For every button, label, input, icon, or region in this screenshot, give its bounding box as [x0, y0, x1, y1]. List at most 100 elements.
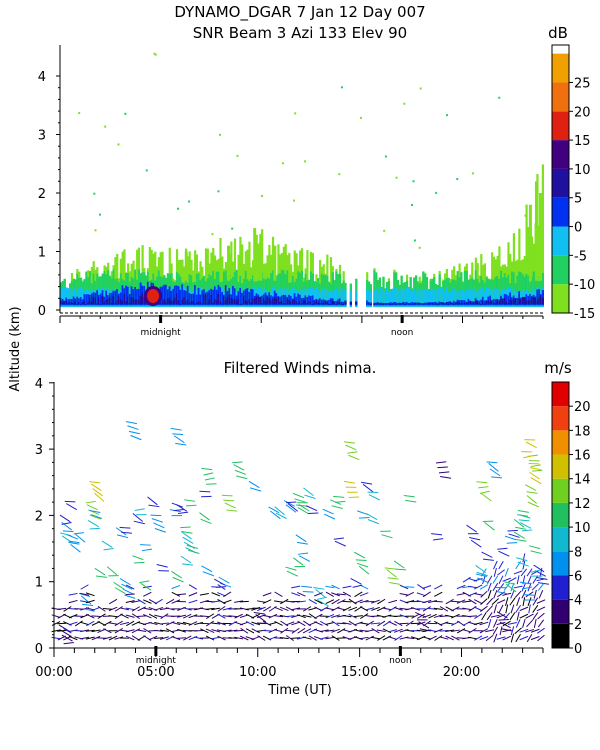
echo-cell [92, 296, 95, 305]
wind-barb [173, 435, 185, 444]
echo-cell [367, 302, 371, 305]
wind-barb [275, 512, 287, 520]
wind-barb [125, 421, 137, 425]
echo-cell [166, 298, 170, 305]
echo-cell [467, 288, 470, 308]
wind-barb-low [371, 599, 380, 604]
wind-barb [523, 455, 534, 459]
wind-barb-low [348, 613, 357, 619]
echo-cell [541, 298, 544, 305]
wind-colorbar-label: 2 [574, 618, 582, 633]
wind-barb-low [314, 592, 323, 597]
echo-cell [536, 289, 539, 306]
echo-cell [237, 298, 240, 305]
echo-cell [384, 291, 387, 308]
wind-barb [294, 498, 306, 503]
wind-barb [130, 434, 142, 441]
echo-cell [184, 290, 188, 306]
echo-cell [81, 302, 84, 305]
wind-barb [94, 492, 105, 502]
echo-cell [463, 302, 467, 305]
echo-cell [306, 297, 309, 306]
wind-barb-low [285, 621, 295, 626]
wind-barb-low [416, 592, 426, 597]
wind-barb-low [422, 636, 432, 640]
wind-barb-low [537, 634, 545, 642]
wind-barb [87, 520, 99, 528]
wind-barb-low [496, 636, 506, 640]
echo-cell [512, 298, 516, 305]
wind-barb-low [428, 635, 437, 641]
wind-barb-low [515, 619, 521, 628]
wind-barb-low [257, 635, 266, 641]
wind-colorbar-label: 6 [574, 569, 582, 584]
wind-barb-low [531, 583, 539, 591]
wind-barb-low [533, 618, 537, 628]
echo-cell [527, 275, 530, 308]
echo-cell [373, 303, 376, 305]
wind-barb [532, 469, 543, 472]
echo-cell [308, 295, 311, 306]
wind-barb-low [102, 608, 112, 610]
echo-cell [512, 233, 516, 308]
echo-tower [538, 193, 542, 281]
wind-barb-low [359, 599, 369, 604]
wind-barb-low [257, 606, 266, 612]
wind-barb [134, 508, 145, 512]
echo-cell [179, 289, 182, 306]
echo-cell [453, 303, 456, 305]
wind-barb-low [468, 598, 477, 605]
wind-barb-low [314, 613, 323, 619]
wind-barb-low [188, 592, 198, 597]
wind-barb-low [371, 627, 380, 634]
wind-barb [204, 477, 215, 481]
echo-cell [74, 301, 77, 305]
wind-barb-low [439, 636, 449, 640]
wind-barb [119, 578, 131, 586]
wind-barb-low [308, 598, 317, 605]
wind-barb [348, 496, 360, 499]
echo-cell [433, 303, 436, 305]
echo-cell [308, 301, 311, 305]
wind-barb-low [422, 591, 431, 598]
wind-barb-low [514, 627, 522, 635]
echo-cell [197, 301, 200, 305]
wind-barb-low [497, 583, 505, 591]
echo-cell [304, 300, 307, 305]
echo-cell [376, 302, 380, 305]
wind-barb [115, 527, 127, 536]
wind-barb-low [268, 636, 278, 641]
echo-cell [436, 302, 439, 306]
wind-barb [301, 585, 313, 588]
wind-barb-low [480, 605, 488, 612]
wind-barb [317, 599, 329, 607]
wind-barb [497, 547, 508, 550]
wind-barb [322, 508, 334, 515]
wind-barb [283, 500, 296, 507]
echo-cell [525, 294, 528, 306]
wind-barb-low [514, 590, 522, 598]
wind-barb-low [456, 592, 466, 596]
wind-barb-low [519, 635, 529, 641]
echo-cell [241, 303, 244, 305]
snr-colorbar-unit: dB [548, 24, 568, 42]
echo-cell [253, 298, 257, 305]
wind-barb [171, 502, 183, 508]
echo-cell [465, 289, 468, 308]
echo-cell [184, 301, 188, 305]
echo-cell [121, 300, 124, 305]
echo-speck [293, 199, 296, 202]
echo-cell [322, 289, 325, 308]
echo-speck [419, 87, 422, 90]
echo-cell [139, 295, 142, 305]
wind-barb-low [439, 621, 449, 626]
echo-cell [208, 299, 211, 305]
wind-barb-low [532, 604, 539, 613]
echo-cell [244, 300, 247, 305]
wind-barb [203, 472, 214, 476]
echo-cell [427, 303, 430, 306]
echo-cell [498, 246, 501, 308]
echo-cell [166, 289, 170, 306]
wind-barb-low [508, 577, 517, 583]
wind-barb [181, 531, 192, 540]
